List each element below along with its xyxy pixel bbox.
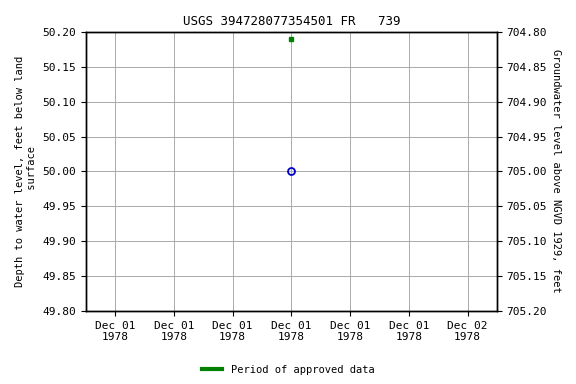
Y-axis label: Groundwater level above NGVD 1929, feet: Groundwater level above NGVD 1929, feet <box>551 50 561 293</box>
Y-axis label: Depth to water level, feet below land
 surface: Depth to water level, feet below land su… <box>15 56 37 287</box>
Legend: Period of approved data: Period of approved data <box>198 361 378 379</box>
Title: USGS 394728077354501 FR   739: USGS 394728077354501 FR 739 <box>183 15 400 28</box>
